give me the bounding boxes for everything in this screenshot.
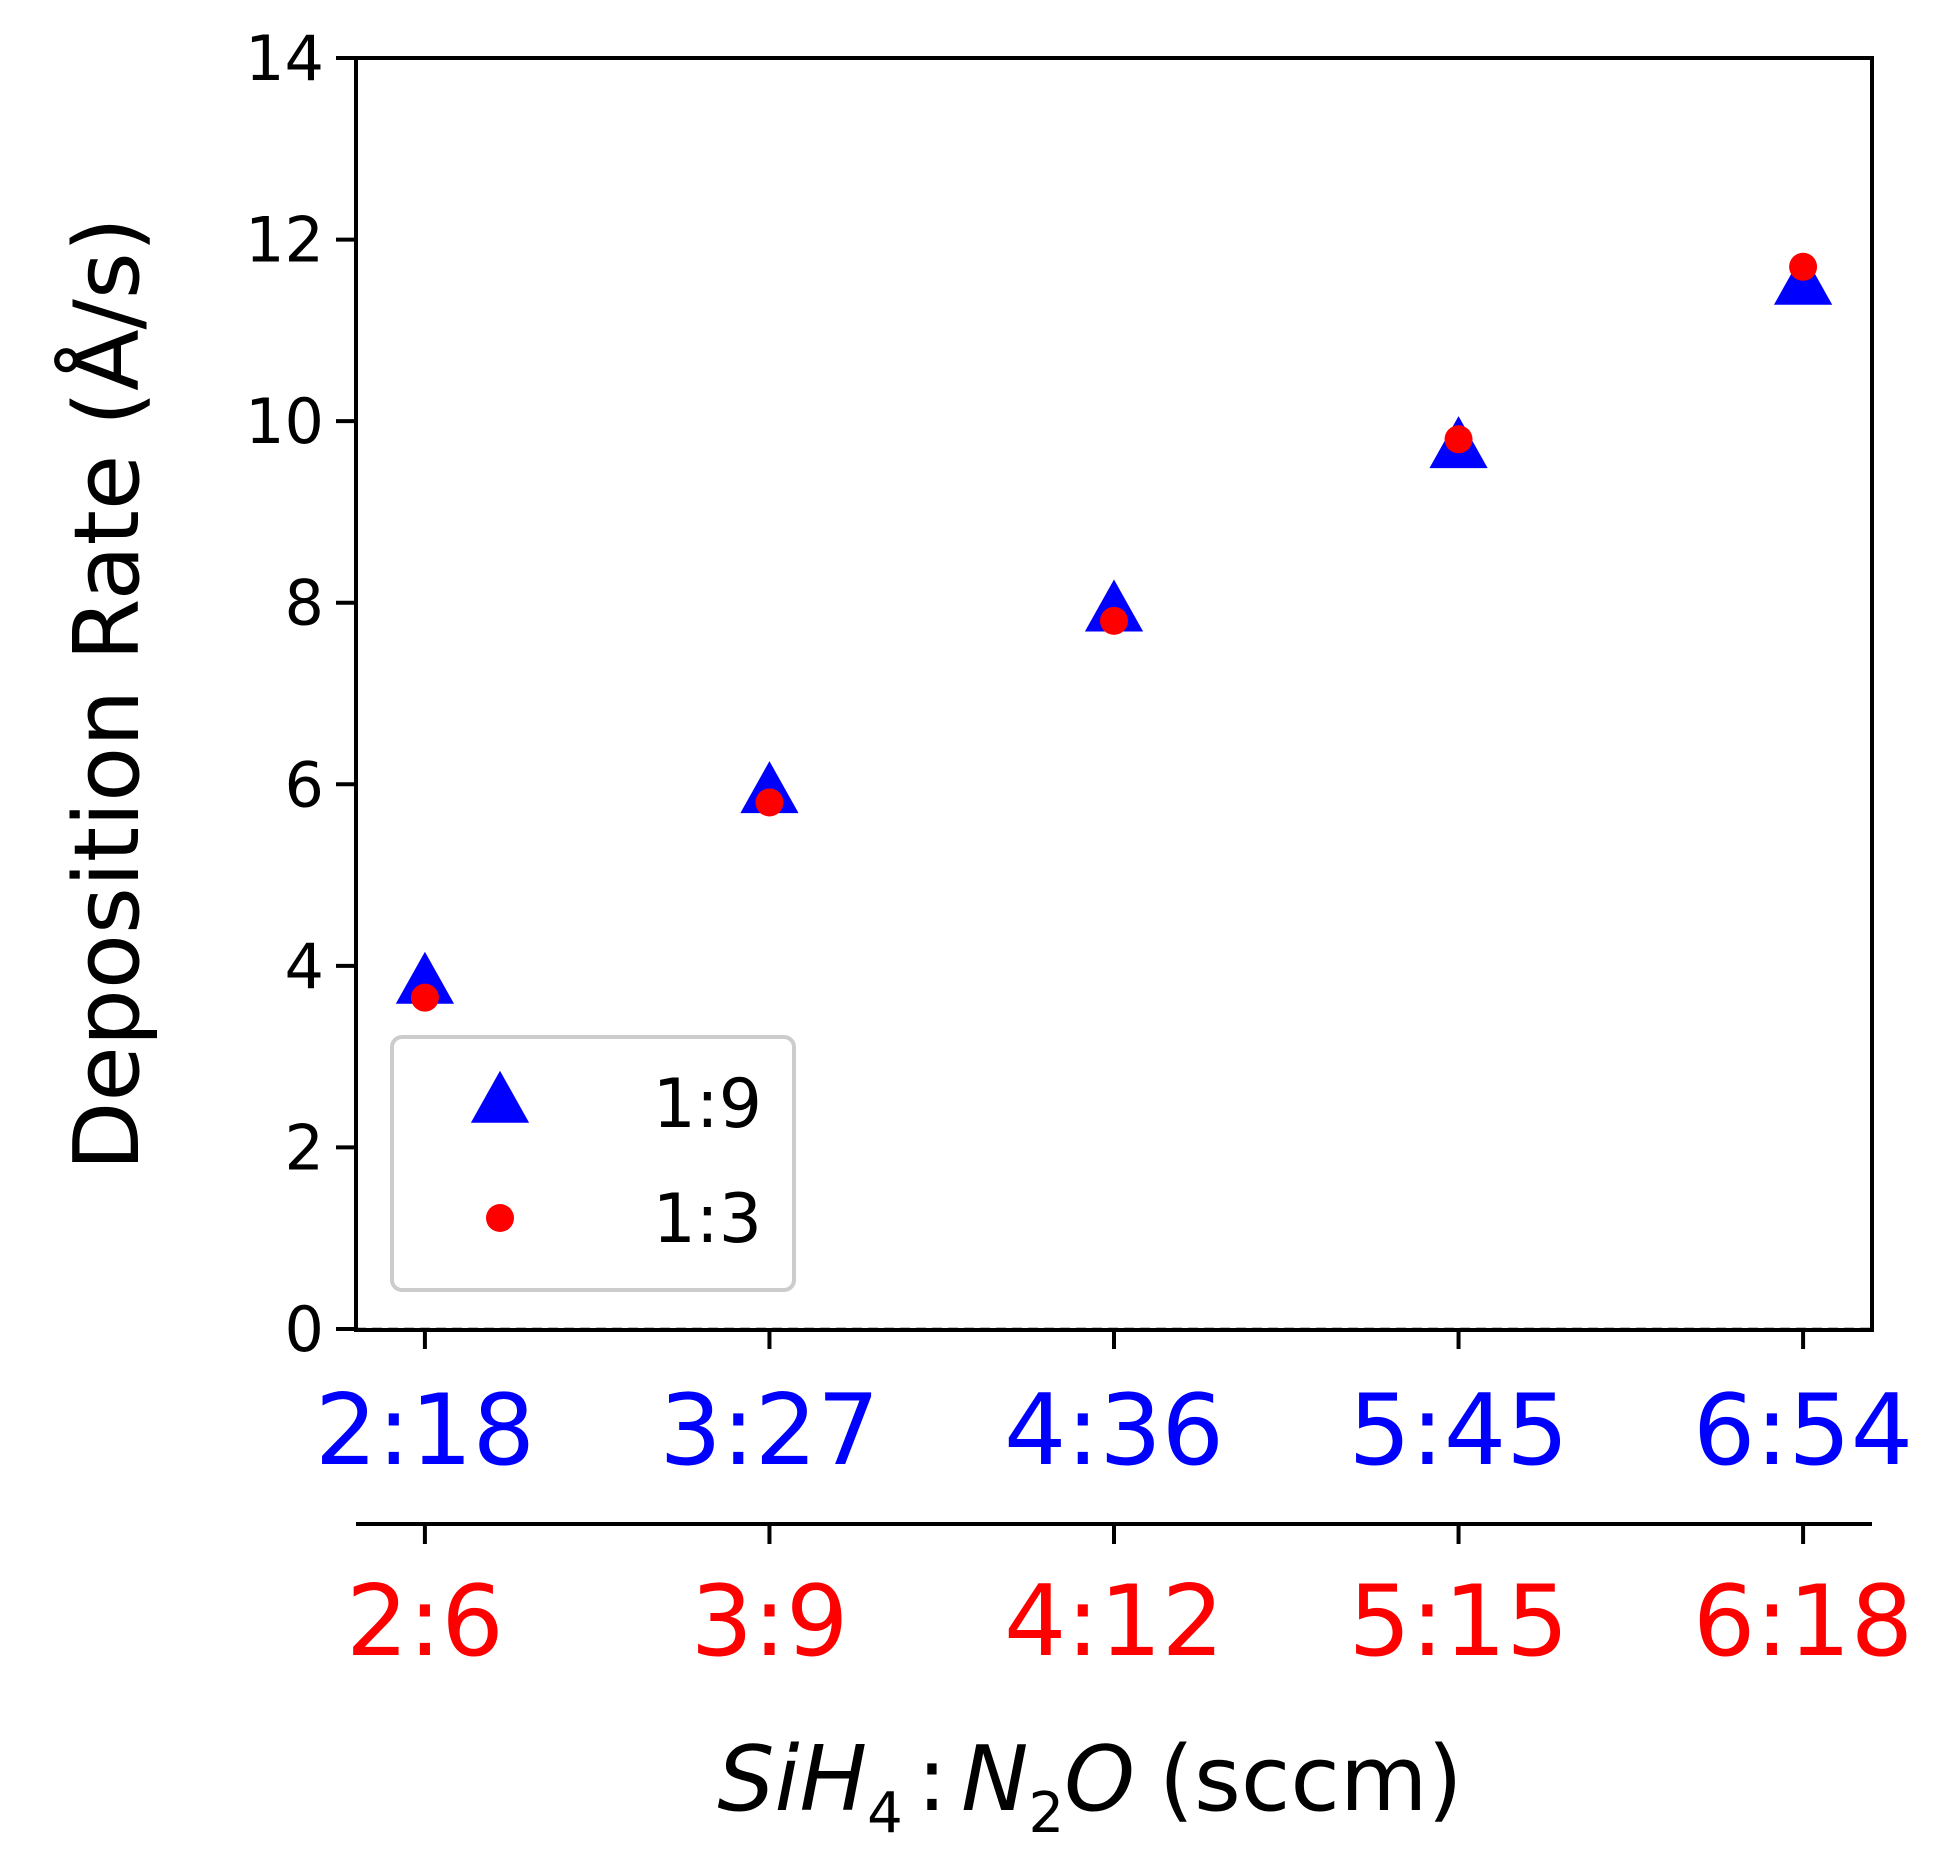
y-tick-label: 2	[285, 1111, 324, 1184]
x-tick-label-bottom: 6:18	[1693, 1565, 1913, 1679]
y-tick-label: 8	[285, 567, 324, 640]
x-axis-label: SiH4: N2O (sccm)	[717, 1727, 1462, 1846]
y-tick-label: 6	[285, 748, 324, 821]
data-point-triangle	[395, 951, 455, 1004]
y-axis-ticks: 0 2 4 6 8 10 12 14	[245, 22, 356, 1366]
data-point-circle	[1100, 606, 1128, 635]
data-markers	[395, 252, 1833, 1012]
y-tick-label: 14	[245, 22, 324, 95]
legend-marker-circle	[486, 1204, 514, 1232]
x-tick-label-top: 2:18	[315, 1374, 535, 1488]
x-tick-label-top: 6:54	[1693, 1374, 1913, 1488]
data-point-circle	[1444, 425, 1473, 454]
legend-label: 1:3	[653, 1180, 762, 1259]
data-point-circle	[410, 983, 439, 1012]
x-axis-ticks: 2:18 2:6 3:27 3:9 4:36 4:12 5:45 5:15 6:54 6:18	[315, 1329, 1913, 1679]
data-point-circle	[1789, 252, 1818, 281]
x-tick-label-bottom: 4:12	[1004, 1565, 1224, 1679]
data-point-triangle	[740, 761, 799, 814]
x-tick-label-bottom: 2:6	[346, 1565, 504, 1679]
x-tick-label-bottom: 5:15	[1349, 1565, 1569, 1679]
legend-marker-triangle	[470, 1070, 530, 1123]
x-tick-label-top: 5:45	[1349, 1374, 1569, 1488]
legend-entries: 1:91:3	[470, 1065, 762, 1259]
data-point-triangle	[1084, 579, 1144, 632]
x-tick-label-top: 4:36	[1004, 1374, 1224, 1488]
y-tick-label: 0	[285, 1293, 324, 1366]
y-tick-label: 12	[245, 204, 324, 277]
legend: 1:91:3	[390, 1035, 796, 1292]
y-tick-label: 4	[285, 930, 324, 1003]
x-tick-label-bottom: 3:9	[691, 1565, 849, 1679]
y-axis-label: Deposition Rate (Å/s)	[53, 217, 160, 1171]
x-tick-label-top: 3:27	[659, 1374, 879, 1488]
data-point-circle	[755, 788, 784, 817]
legend-label: 1:9	[653, 1065, 762, 1144]
y-tick-label: 10	[245, 385, 324, 458]
